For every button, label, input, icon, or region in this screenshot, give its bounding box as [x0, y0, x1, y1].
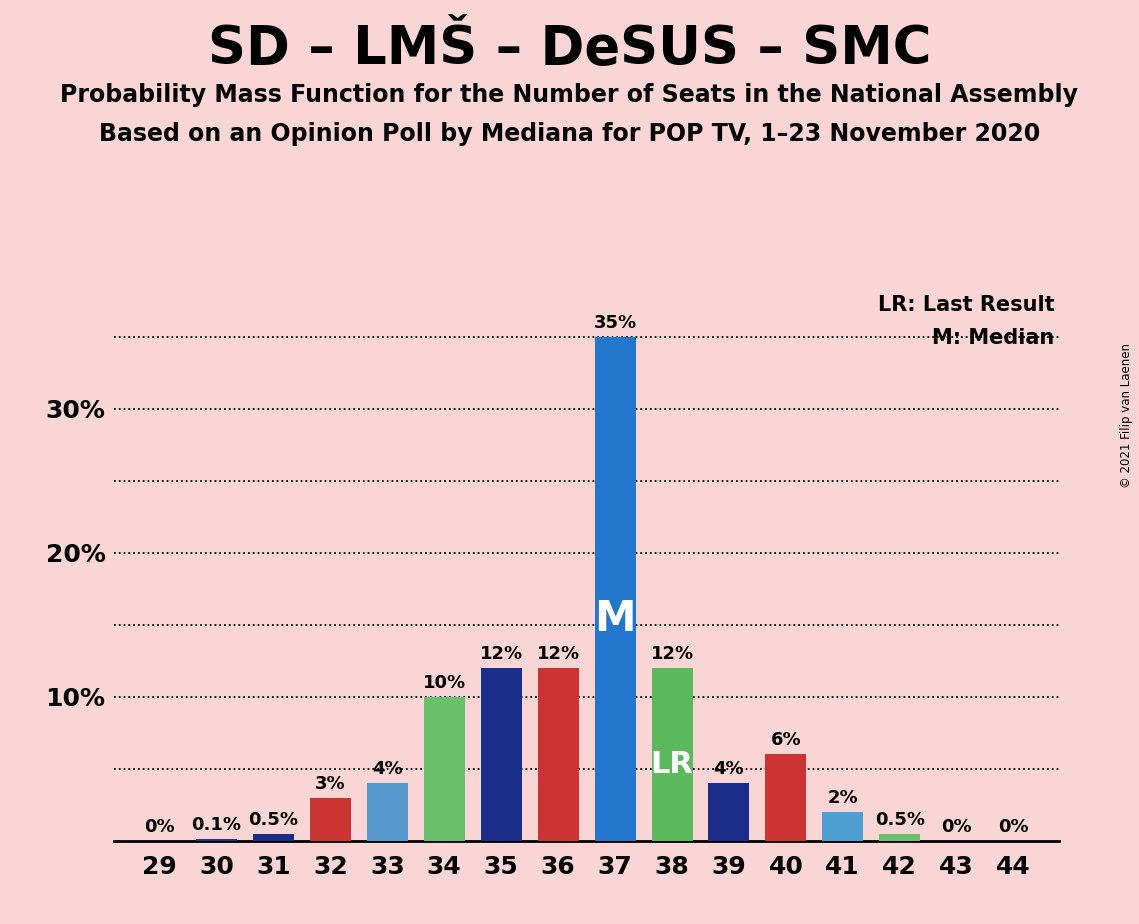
- Text: 35%: 35%: [593, 314, 637, 332]
- Text: 0.1%: 0.1%: [191, 817, 241, 834]
- Bar: [253, 833, 294, 841]
- Text: 0.5%: 0.5%: [875, 810, 925, 829]
- Bar: [481, 668, 522, 841]
- Text: 0%: 0%: [942, 818, 972, 836]
- Bar: [310, 797, 351, 841]
- Bar: [538, 668, 579, 841]
- Bar: [822, 812, 863, 841]
- Bar: [652, 668, 693, 841]
- Text: 4%: 4%: [372, 760, 402, 778]
- Bar: [708, 784, 749, 841]
- Text: 4%: 4%: [714, 760, 744, 778]
- Text: 12%: 12%: [650, 645, 694, 663]
- Text: 6%: 6%: [771, 732, 801, 749]
- Text: 12%: 12%: [536, 645, 580, 663]
- Text: M: M: [595, 598, 636, 640]
- Text: LR: LR: [650, 750, 694, 779]
- Text: 10%: 10%: [423, 674, 466, 692]
- Text: 0.5%: 0.5%: [248, 810, 298, 829]
- Text: 12%: 12%: [480, 645, 523, 663]
- Text: 2%: 2%: [828, 789, 858, 807]
- Bar: [196, 839, 237, 841]
- Bar: [879, 833, 920, 841]
- Text: 0%: 0%: [999, 818, 1029, 836]
- Text: 3%: 3%: [316, 774, 345, 793]
- Text: LR: Last Result: LR: Last Result: [878, 295, 1055, 315]
- Text: Probability Mass Function for the Number of Seats in the National Assembly: Probability Mass Function for the Number…: [60, 83, 1079, 107]
- Text: SD – LMŠ – DeSUS – SMC: SD – LMŠ – DeSUS – SMC: [207, 23, 932, 75]
- Bar: [367, 784, 408, 841]
- Text: 0%: 0%: [145, 818, 174, 836]
- Text: M: Median: M: Median: [933, 328, 1055, 348]
- Text: Based on an Opinion Poll by Mediana for POP TV, 1–23 November 2020: Based on an Opinion Poll by Mediana for …: [99, 122, 1040, 146]
- Bar: [765, 754, 806, 841]
- Text: © 2021 Filip van Laenen: © 2021 Filip van Laenen: [1121, 344, 1133, 488]
- Bar: [424, 697, 465, 841]
- Bar: [595, 337, 636, 841]
